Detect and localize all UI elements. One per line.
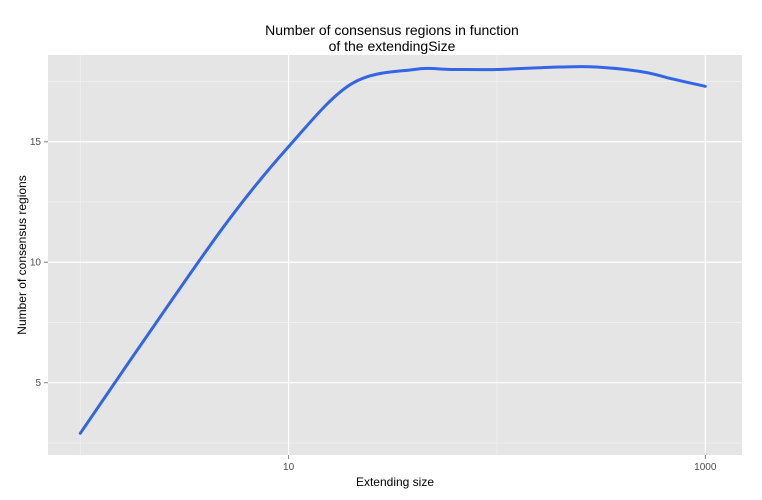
chart-title-line-1: Number of consensus regions in function	[265, 22, 519, 38]
series-line-0	[78, 65, 707, 435]
y-tick-label: 5	[35, 378, 41, 389]
x-tick-label: 1000	[694, 462, 717, 473]
x-axis-title: Extending size	[356, 475, 434, 489]
x-tick-label: 10	[283, 462, 295, 473]
chart-title-line-2: of the extendingSize	[329, 38, 456, 54]
y-tick-label: 10	[30, 258, 42, 269]
plot-panel	[48, 55, 742, 455]
y-axis-title: Number of consensus regions	[15, 175, 29, 334]
y-tick-label: 15	[30, 137, 42, 148]
